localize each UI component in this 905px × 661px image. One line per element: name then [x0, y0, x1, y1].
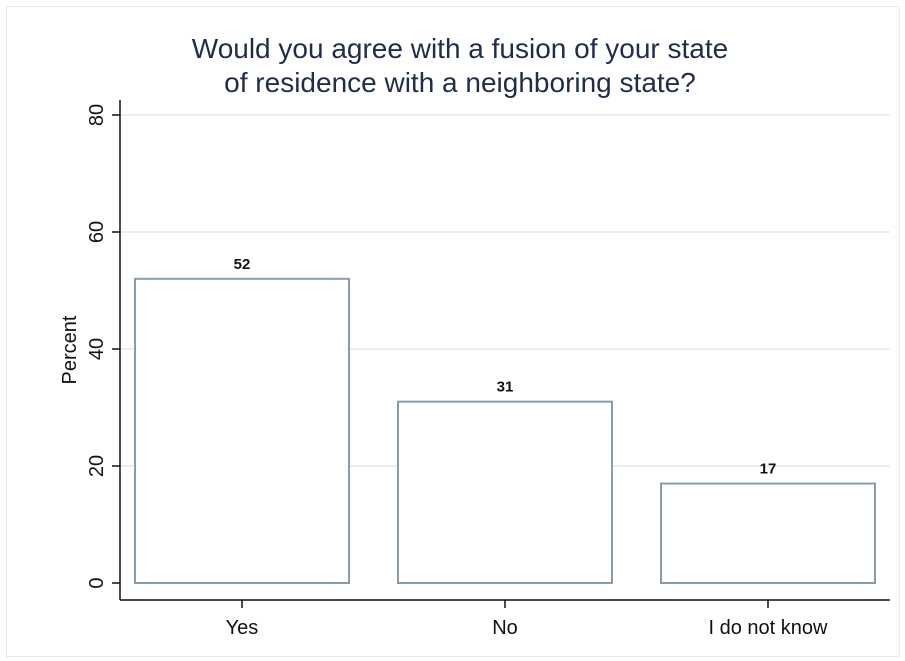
y-tick-labels: 0 20 40 60 80 — [86, 104, 108, 589]
axes — [112, 100, 890, 608]
y-tick-label: 0 — [86, 577, 108, 588]
bar-value-label: 31 — [497, 379, 514, 396]
y-tick-label: 20 — [86, 455, 108, 477]
bar-value-label: 17 — [760, 461, 777, 478]
bar-value-labels: 52 31 17 — [234, 256, 777, 478]
x-tick-label: I do not know — [709, 617, 829, 639]
y-tick-label: 80 — [86, 104, 108, 126]
bar-value-label: 52 — [234, 256, 251, 273]
chart-title: Would you agree with a fusion of your st… — [0, 32, 905, 100]
y-tick-label: 40 — [86, 338, 108, 360]
chart-title-line-1: Would you agree with a fusion of your st… — [191, 33, 729, 64]
y-tick-label: 60 — [86, 221, 108, 243]
x-tick-labels: Yes No I do not know — [226, 617, 828, 639]
chart-title-line-2: of residence with a neighboring state? — [224, 67, 696, 98]
x-tick-label: Yes — [226, 617, 259, 639]
bar-i-do-not-know — [660, 482, 876, 584]
x-tick-label: No — [492, 617, 518, 639]
bars — [134, 277, 876, 584]
bar-no — [397, 400, 613, 584]
y-axis-label: Percent — [59, 315, 81, 384]
bar-yes — [134, 277, 350, 584]
